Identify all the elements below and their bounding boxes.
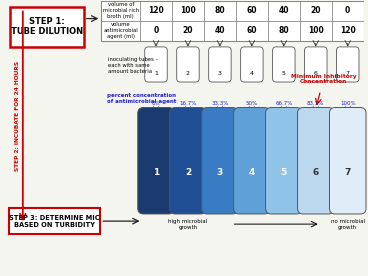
Text: 2: 2 <box>185 168 191 177</box>
Text: volume of
microbial rich
broth (ml): volume of microbial rich broth (ml) <box>103 2 139 19</box>
FancyBboxPatch shape <box>9 208 100 234</box>
FancyBboxPatch shape <box>305 47 327 82</box>
Text: 60: 60 <box>247 6 257 15</box>
FancyBboxPatch shape <box>336 47 359 82</box>
Text: 100%: 100% <box>340 101 355 106</box>
Text: 100: 100 <box>180 6 196 15</box>
Text: STEP 2: INCUBATE FOR 24 HOURS: STEP 2: INCUBATE FOR 24 HOURS <box>15 61 21 171</box>
Text: 2: 2 <box>186 71 190 76</box>
Text: 6: 6 <box>313 168 319 177</box>
Text: 7: 7 <box>346 71 350 76</box>
Text: 16.7%: 16.7% <box>179 101 197 106</box>
Text: percent concentration
of antimicrobial agent: percent concentration of antimicrobial a… <box>107 93 177 104</box>
Text: 100: 100 <box>308 26 324 35</box>
Text: 5: 5 <box>282 71 286 76</box>
Text: volume
antimicrobial
agent (ml): volume antimicrobial agent (ml) <box>103 22 138 39</box>
Text: inoculating tubes –
each with same
amount bacteria: inoculating tubes – each with same amoun… <box>108 57 158 74</box>
FancyBboxPatch shape <box>298 108 334 214</box>
Text: no microbial
growth: no microbial growth <box>331 219 365 230</box>
Text: high microbial
growth: high microbial growth <box>168 219 208 230</box>
Text: STEP 1:
TUBE DILUTION: STEP 1: TUBE DILUTION <box>11 17 83 36</box>
Text: 4: 4 <box>250 71 254 76</box>
Text: 1: 1 <box>153 168 159 177</box>
Text: Minimum Inhibitory
Concentration: Minimum Inhibitory Concentration <box>291 74 356 84</box>
FancyBboxPatch shape <box>138 108 174 214</box>
FancyBboxPatch shape <box>101 1 364 41</box>
Text: 0%: 0% <box>152 101 160 106</box>
Text: 40: 40 <box>215 26 225 35</box>
Text: 3: 3 <box>218 71 222 76</box>
FancyBboxPatch shape <box>145 47 167 82</box>
Text: STEP 3: DETERMINE MIC
BASED ON TURBIDITY: STEP 3: DETERMINE MIC BASED ON TURBIDITY <box>10 215 100 228</box>
Text: 20: 20 <box>311 6 321 15</box>
FancyBboxPatch shape <box>329 108 366 214</box>
Text: 80: 80 <box>279 26 289 35</box>
Text: 66.7%: 66.7% <box>275 101 293 106</box>
FancyBboxPatch shape <box>273 47 295 82</box>
Text: 120: 120 <box>340 26 355 35</box>
Text: 33.3%: 33.3% <box>211 101 229 106</box>
Text: 6: 6 <box>314 71 318 76</box>
FancyBboxPatch shape <box>202 108 238 214</box>
FancyBboxPatch shape <box>209 47 231 82</box>
Text: 1: 1 <box>154 71 158 76</box>
Text: 20: 20 <box>183 26 193 35</box>
Text: 4: 4 <box>249 168 255 177</box>
Text: 3: 3 <box>217 168 223 177</box>
Text: 80: 80 <box>215 6 225 15</box>
FancyBboxPatch shape <box>10 7 84 46</box>
Text: 60: 60 <box>247 26 257 35</box>
Text: 120: 120 <box>148 6 164 15</box>
FancyBboxPatch shape <box>241 47 263 82</box>
Text: 0: 0 <box>153 26 159 35</box>
Text: 50%: 50% <box>246 101 258 106</box>
Text: 0: 0 <box>345 6 350 15</box>
FancyBboxPatch shape <box>170 108 206 214</box>
FancyBboxPatch shape <box>266 108 302 214</box>
FancyBboxPatch shape <box>177 47 199 82</box>
Text: 40: 40 <box>279 6 289 15</box>
Text: 7: 7 <box>344 168 351 177</box>
Text: 83.3%: 83.3% <box>307 101 325 106</box>
Text: 5: 5 <box>281 168 287 177</box>
FancyBboxPatch shape <box>234 108 270 214</box>
